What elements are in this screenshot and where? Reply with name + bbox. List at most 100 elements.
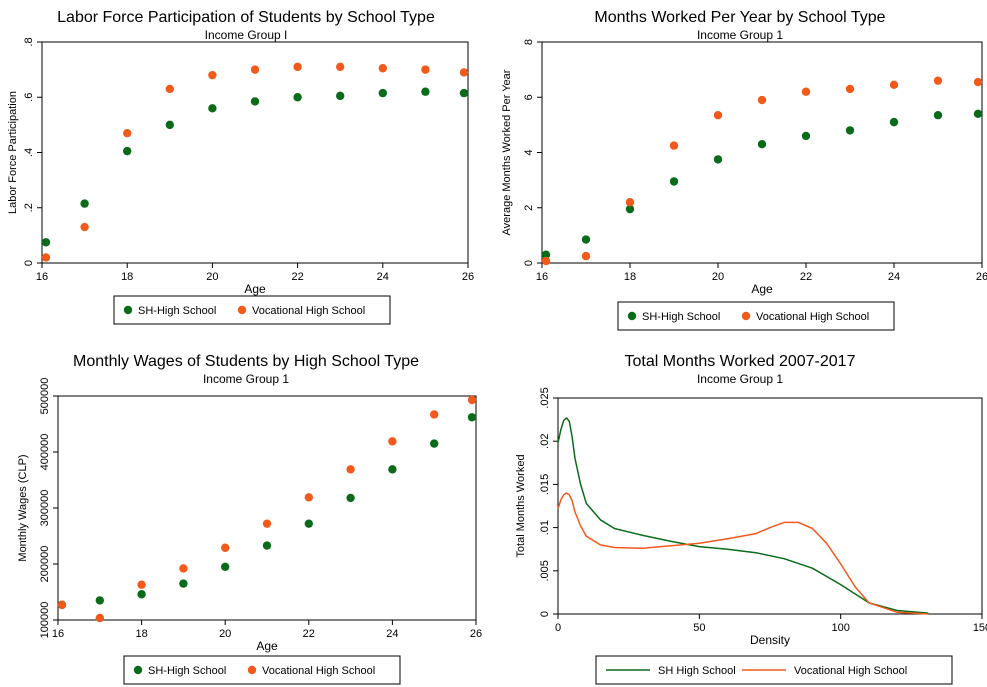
y-tick-label: 400000	[39, 434, 51, 471]
sh-high-school-point	[421, 87, 430, 96]
legend-label: Vocational High School	[262, 665, 375, 677]
y-tick-label: .2	[23, 203, 35, 212]
chart-title: Monthly Wages of Students by High School…	[73, 353, 419, 370]
y-axis-label: Average Months Worked Per Year	[501, 69, 513, 235]
plot-frame	[57, 395, 477, 621]
x-axis-label: Age	[751, 282, 773, 296]
y-tick-label: .025	[539, 387, 551, 408]
x-tick-label: 18	[135, 628, 147, 640]
vocational-high-school-point	[336, 62, 345, 72]
legend-marker	[133, 665, 143, 675]
y-tick-label: .4	[23, 148, 35, 157]
x-tick-label: 20	[206, 271, 218, 283]
vocational-high-school-point	[669, 141, 679, 150]
x-tick-label: 20	[712, 271, 724, 283]
legend-box	[123, 655, 401, 685]
legend-marker	[237, 305, 247, 315]
x-tick-label: 16	[36, 271, 48, 283]
chart-title: Months Worked Per Year by School Type	[594, 9, 885, 26]
legend-label: SH-High School	[148, 665, 226, 677]
legend-label: SH High School	[658, 665, 736, 677]
chart-total-months-density: Total Months Worked 2007-2017 Income Grou…	[515, 353, 987, 685]
vocational-high-school-point	[388, 437, 397, 446]
sh-high-school-point	[262, 541, 272, 550]
vocational-high-school-point	[430, 410, 439, 419]
sh-high-school-point	[346, 493, 355, 503]
chart-months-worked: Months Worked Per Year by School Type Inc…	[501, 9, 987, 331]
vocational-high-school-point	[262, 519, 272, 528]
y-tick-label: .6	[23, 93, 35, 102]
x-tick-label: 50	[693, 622, 705, 634]
sh-high-school-point	[179, 579, 188, 588]
vocational-high-school-point	[41, 253, 51, 262]
sh-high-school-point	[137, 590, 146, 599]
sh-high-school-point	[221, 562, 230, 571]
sh-high-school-point	[581, 235, 591, 244]
sh-high-school-point	[845, 126, 855, 135]
y-tick-label: .8	[23, 37, 35, 46]
vocational-high-school-point	[889, 80, 899, 90]
vocational-high-school-point	[80, 222, 89, 232]
x-tick-label: 100	[831, 622, 849, 634]
legend-marker	[741, 311, 751, 321]
chart-subtitle: Income Group 1	[203, 372, 289, 386]
sh-high-school-point	[304, 519, 313, 528]
sh-high-school-point	[388, 465, 397, 474]
sh-high-school-point	[889, 117, 899, 127]
legend-marker	[247, 665, 257, 675]
y-tick-label: 0	[523, 260, 535, 266]
y-tick-label: .01	[539, 520, 551, 535]
y-tick-label: .015	[539, 474, 551, 495]
plot-frame	[557, 397, 983, 615]
legend-label: Vocational High School	[756, 311, 869, 323]
sh-high-school-density-line	[557, 417, 929, 614]
chart-labor-force: Labor Force Participation of Students by…	[7, 9, 474, 325]
legend-box	[113, 295, 391, 325]
vocational-high-school-point	[467, 395, 477, 405]
sh-high-school-point	[541, 250, 551, 259]
sh-high-school-point	[430, 439, 439, 448]
y-tick-label: 6	[523, 94, 535, 100]
vocational-high-school-point	[346, 465, 355, 474]
x-axis-label: Density	[750, 633, 790, 647]
sh-high-school-point	[378, 88, 387, 98]
x-tick-label: 150	[973, 622, 987, 634]
y-tick-label: 4	[523, 149, 535, 155]
vocational-high-school-point	[179, 564, 188, 573]
vocational-high-school-point	[625, 198, 635, 207]
x-tick-label: 24	[377, 271, 389, 283]
y-tick-label: .02	[539, 434, 551, 449]
sh-high-school-point	[80, 199, 89, 208]
vocational-high-school-point	[221, 543, 230, 552]
sh-high-school-point	[208, 104, 217, 113]
y-tick-label: 2	[523, 205, 535, 211]
legend-label: SH-High School	[642, 311, 720, 323]
sh-high-school-point	[336, 91, 345, 101]
vocational-high-school-point	[421, 65, 430, 74]
chart-title: Total Months Worked 2007-2017	[625, 353, 856, 370]
x-tick-label: 18	[121, 271, 133, 283]
vocational-high-school-point	[541, 256, 551, 266]
legend-label: Vocational High School	[252, 305, 365, 317]
y-axis-label: Monthly Wages (CLP)	[17, 454, 29, 561]
y-tick-label: 300000	[39, 490, 51, 527]
x-tick-label: 20	[219, 628, 231, 640]
x-tick-label: 22	[303, 628, 315, 640]
sh-high-school-point	[973, 109, 983, 119]
chart-panel-monthly-wages: Monthly Wages of Students by High School…	[0, 344, 493, 687]
x-tick-label: 16	[536, 271, 548, 283]
sh-high-school-point	[123, 146, 132, 156]
chart-panel-labor-force: Labor Force Participation of Students by…	[0, 0, 493, 343]
sh-high-school-point	[801, 131, 811, 141]
sh-high-school-point	[933, 111, 943, 120]
sh-high-school-point	[467, 413, 477, 422]
y-tick-label: .005	[539, 560, 551, 581]
sh-high-school-point	[165, 120, 174, 130]
sh-high-school-point	[459, 88, 469, 98]
y-tick-label: 200000	[39, 546, 51, 583]
x-axis-label: Age	[256, 639, 278, 653]
legend-label: SH-High School	[138, 305, 216, 317]
chart-monthly-wages: Monthly Wages of Students by High School…	[17, 353, 482, 685]
vocational-high-school-point	[165, 84, 174, 94]
vocational-high-school-point	[137, 580, 146, 589]
